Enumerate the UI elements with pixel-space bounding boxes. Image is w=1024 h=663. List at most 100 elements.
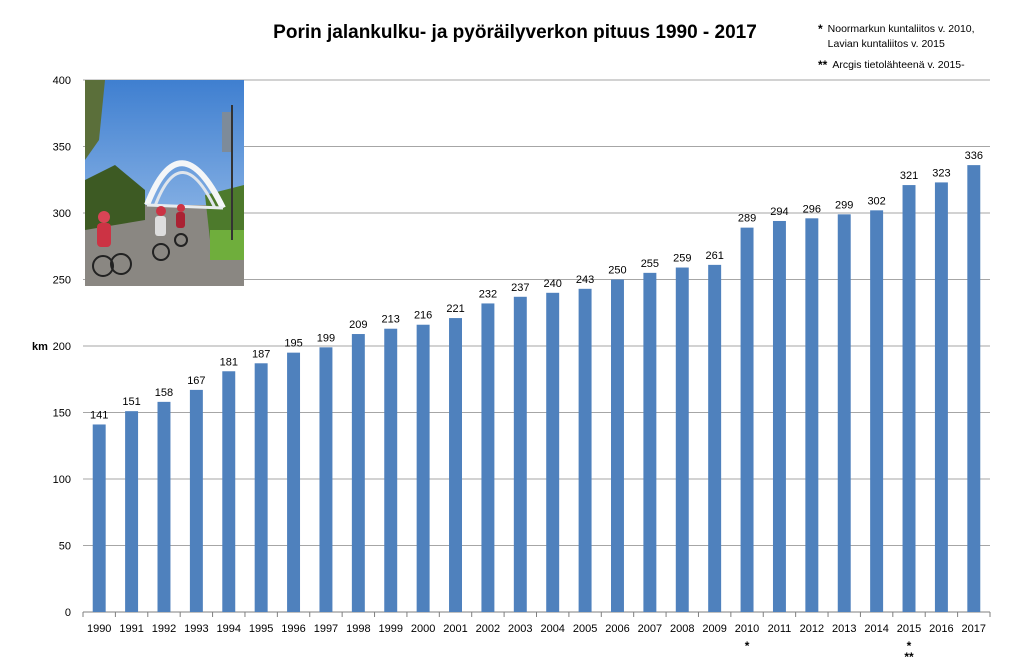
data-label: 199 xyxy=(317,332,335,344)
bar xyxy=(157,401,171,612)
data-label: 237 xyxy=(511,282,529,294)
x-tick-label: 1995 xyxy=(249,623,273,635)
data-label: 181 xyxy=(220,356,238,368)
x-tick-label: 2014 xyxy=(864,623,888,635)
data-label: 289 xyxy=(738,213,756,225)
data-label: 195 xyxy=(284,338,302,350)
y-tick-label: 250 xyxy=(53,275,71,287)
x-tick-label: 2008 xyxy=(670,623,694,635)
x-tick-label: 2001 xyxy=(443,623,467,635)
y-tick-label: 350 xyxy=(53,142,71,154)
footnote-2-marker: ** xyxy=(818,58,828,72)
bar xyxy=(125,411,139,612)
data-label: 232 xyxy=(479,288,497,300)
bar xyxy=(611,279,624,612)
bar xyxy=(643,272,657,612)
x-tick-label: 2007 xyxy=(638,623,662,635)
bar xyxy=(416,324,430,612)
footnote-1-line-2: Lavian kuntaliitos v. 2015 xyxy=(827,38,945,50)
x-tick-label: 2003 xyxy=(508,623,532,635)
x-tick-label: 1991 xyxy=(119,623,143,635)
bar xyxy=(254,363,268,612)
data-label: 323 xyxy=(932,167,950,179)
x-tick-label: 2015 xyxy=(897,623,921,635)
bicycle-bridge-photo xyxy=(85,80,244,286)
data-label: 240 xyxy=(544,278,562,290)
data-label: 213 xyxy=(382,314,400,326)
bar xyxy=(481,303,495,612)
x-tick-label: 2006 xyxy=(605,623,629,635)
bar xyxy=(870,210,884,612)
bar xyxy=(805,218,819,612)
footnote-1: * Noormarkun kuntaliitos v. 2010, Lavian… xyxy=(818,22,975,52)
data-label: 167 xyxy=(187,375,205,387)
x-tick-label: 1992 xyxy=(152,623,176,635)
category-marker: * xyxy=(907,639,912,653)
data-label: 321 xyxy=(900,170,918,182)
footnote-2: ** Arcgis tietolähteenä v. 2015- xyxy=(818,58,975,73)
bar xyxy=(319,347,333,612)
data-label: 336 xyxy=(965,150,983,162)
bar xyxy=(837,214,851,612)
data-label: 250 xyxy=(608,265,626,277)
data-label: 141 xyxy=(90,409,108,421)
x-tick-label: 2002 xyxy=(476,623,500,635)
bar xyxy=(934,182,948,612)
data-label: 216 xyxy=(414,310,432,322)
x-tick-label: 2017 xyxy=(962,623,986,635)
x-tick-label: 2000 xyxy=(411,623,435,635)
bar xyxy=(546,292,560,612)
bar xyxy=(967,165,981,612)
footnotes: * Noormarkun kuntaliitos v. 2010, Lavian… xyxy=(818,22,975,73)
bar xyxy=(772,220,786,613)
x-tick-label: 2011 xyxy=(768,623,792,635)
data-label: 187 xyxy=(252,348,270,360)
x-tick-label: 1998 xyxy=(346,623,370,635)
y-tick-label: 50 xyxy=(59,541,71,553)
data-label: 158 xyxy=(155,387,173,399)
data-label: 296 xyxy=(803,203,821,215)
bar xyxy=(222,371,236,612)
bar xyxy=(708,264,722,612)
y-tick-label: 200 xyxy=(53,341,71,353)
x-tick-label: 1996 xyxy=(281,623,305,635)
footnote-1-line-1: Noormarkun kuntaliitos v. 2010, xyxy=(827,23,975,35)
bar xyxy=(449,318,462,612)
y-tick-label: 150 xyxy=(53,408,71,420)
data-label: 151 xyxy=(122,396,140,408)
data-label: 299 xyxy=(835,199,853,211)
bar xyxy=(578,288,592,612)
data-label: 302 xyxy=(867,195,885,207)
x-tick-label: 2009 xyxy=(702,623,726,635)
data-label: 209 xyxy=(349,319,367,331)
bar xyxy=(902,185,916,612)
x-tick-label: 1990 xyxy=(87,623,111,635)
bar xyxy=(92,424,106,612)
y-tick-label: 100 xyxy=(53,474,71,486)
bar xyxy=(675,267,689,612)
bar xyxy=(287,352,301,612)
bar xyxy=(189,389,203,612)
x-tick-label: 2005 xyxy=(573,623,597,635)
x-tick-label: 1997 xyxy=(314,623,338,635)
bar xyxy=(513,296,527,612)
bar xyxy=(740,227,754,612)
x-tick-label: 1999 xyxy=(378,623,402,635)
data-label: 259 xyxy=(673,253,691,265)
x-tick-label: 2010 xyxy=(735,623,759,635)
x-tick-label: 2016 xyxy=(929,623,953,635)
category-marker: * xyxy=(745,639,750,653)
data-label: 221 xyxy=(446,303,464,315)
y-tick-label: 300 xyxy=(53,208,71,220)
footnote-2-line-1: Arcgis tietolähteenä v. 2015- xyxy=(832,59,965,71)
footnote-1-marker: * xyxy=(818,22,823,36)
x-tick-label: 1994 xyxy=(217,623,241,635)
x-tick-label: 1993 xyxy=(184,623,208,635)
category-marker: ** xyxy=(904,650,914,663)
x-tick-label: 2004 xyxy=(540,623,564,635)
data-label: 294 xyxy=(770,206,788,218)
data-label: 261 xyxy=(705,250,723,262)
y-axis-label: km xyxy=(32,341,48,353)
chart-title: Porin jalankulku- ja pyöräilyverkon pitu… xyxy=(273,22,757,43)
